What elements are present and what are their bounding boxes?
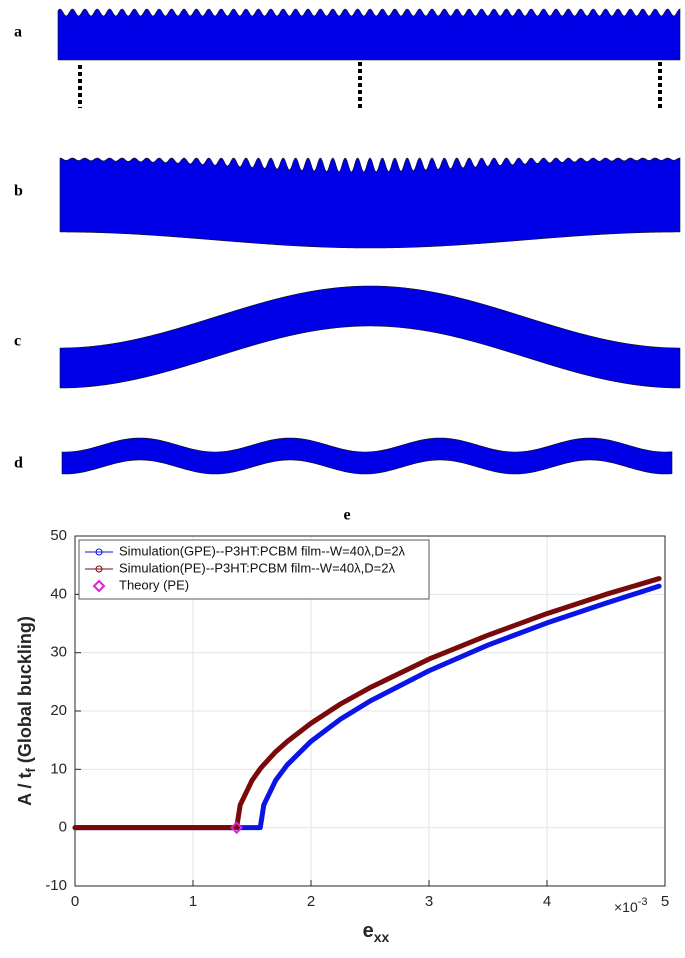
panel-label: c: [14, 333, 21, 350]
data-point: [230, 821, 244, 835]
legend-marker: [95, 565, 103, 573]
y-axis-label-rest: (Global buckling): [15, 616, 35, 768]
panel-label: b: [14, 183, 23, 200]
x-tick-label: 0: [71, 893, 79, 910]
y-tick-label: 0: [59, 819, 67, 836]
chart-title: e: [343, 507, 350, 524]
film-a: [57, 8, 681, 61]
x-multiplier-exp: -3: [638, 896, 648, 908]
axes-box: [74, 535, 666, 887]
x-multiplier: ×10-3: [614, 896, 648, 915]
x-tick-label: 1: [189, 893, 197, 910]
y-tick-label: 50: [50, 527, 67, 544]
x-axis-label: exx: [363, 920, 390, 944]
data-line: [72, 576, 662, 831]
x-tick-label: 3: [425, 893, 433, 910]
legend-label: Theory (PE): [119, 577, 189, 592]
film-d: [61, 437, 673, 475]
y-tick-label: 30: [50, 644, 67, 661]
y-tick-label: 40: [50, 585, 67, 602]
y-axis-label: A / tf (Global buckling): [15, 616, 39, 806]
x-axis-label-main: e: [363, 920, 374, 942]
panel-label: a: [14, 24, 22, 41]
legend-marker: [92, 579, 106, 593]
x-axis-label-sub: xx: [374, 929, 390, 945]
panel-label: d: [14, 455, 23, 472]
x-tick-label: 4: [543, 893, 551, 910]
x-tick-label: 5: [661, 893, 669, 910]
film-b: [59, 157, 681, 249]
legend: Simulation(GPE)--P3HT:PCBM film--W=40λ,D…: [78, 539, 430, 600]
y-tick-label: -10: [45, 877, 67, 894]
legend-label: Simulation(PE)--P3HT:PCBM film--W=40λ,D=…: [119, 560, 395, 575]
y-tick-label: 10: [50, 760, 67, 777]
y-axis-label-sub: f: [23, 768, 38, 773]
y-tick-label: 20: [50, 702, 67, 719]
shapes: [57, 8, 681, 475]
film-c: [59, 285, 681, 389]
x-multiplier-base: ×10: [614, 899, 638, 915]
y-axis-label-main: A / t: [15, 773, 35, 806]
legend-marker: [95, 548, 103, 556]
legend-label: Simulation(GPE)--P3HT:PCBM film--W=40λ,D…: [119, 543, 406, 558]
x-tick-label: 2: [307, 893, 315, 910]
legend-box: [78, 539, 430, 600]
